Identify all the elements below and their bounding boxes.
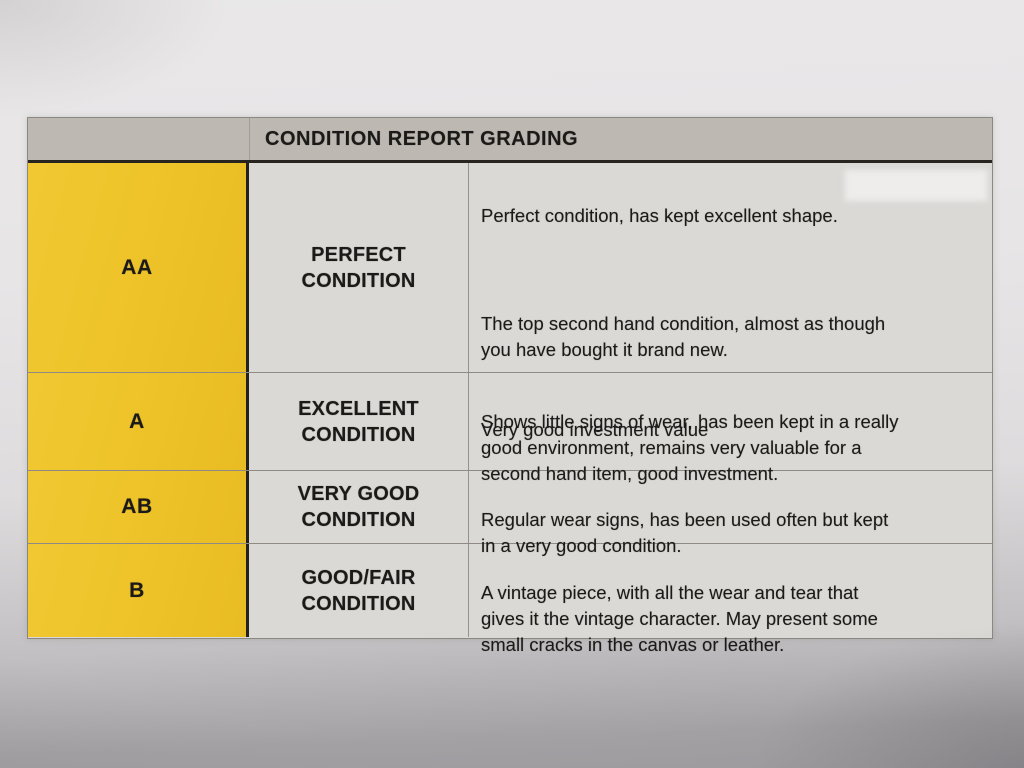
description-paragraph: The top second hand condition, almost as… — [481, 313, 886, 360]
table-row-ab: AB VERY GOOD CONDITION Regular wear sign… — [28, 470, 992, 556]
description-cell: Perfect condition, has kept excellent sh… — [469, 163, 992, 440]
description-paragraph: A vintage piece, with all the wear and t… — [481, 582, 878, 655]
table-row-a: A EXCELLENT CONDITION Shows little signs… — [28, 372, 992, 484]
table-row-b: B GOOD/FAIR CONDITION A vintage piece, w… — [28, 543, 992, 655]
condition-label-cell: EXCELLENT CONDITION — [249, 373, 469, 470]
grade-cell: A — [28, 373, 249, 470]
grade-cell: B — [28, 544, 249, 637]
condition-label-line: EXCELLENT — [298, 397, 419, 420]
condition-report-table: CONDITION REPORT GRADING AA PERFECT COND… — [27, 117, 993, 655]
condition-label-line: CONDITION — [301, 592, 416, 615]
grade-cell: AA — [28, 163, 249, 372]
condition-label-line: PERFECT — [311, 243, 406, 266]
table-title: CONDITION REPORT GRADING — [265, 128, 579, 150]
table-header-row: CONDITION REPORT GRADING — [28, 118, 992, 163]
condition-label-line: CONDITION — [301, 269, 416, 292]
condition-label-cell: PERFECT CONDITION — [249, 163, 469, 372]
condition-label-cell: VERY GOOD CONDITION — [249, 471, 469, 543]
description-paragraph: Shows little signs of wear, has been kep… — [481, 411, 899, 484]
description-paragraph: Regular wear signs, has been used often … — [481, 509, 889, 556]
description-cell: Shows little signs of wear, has been kep… — [469, 373, 992, 484]
condition-label-cell: GOOD/FAIR CONDITION — [249, 544, 469, 637]
description-cell: Regular wear signs, has been used often … — [469, 471, 992, 556]
description-paragraph: Very good investment value — [481, 419, 709, 440]
condition-label-line: VERY GOOD — [297, 483, 420, 505]
description-cell: A vintage piece, with all the wear and t… — [469, 544, 992, 655]
condition-label-line: GOOD/FAIR — [301, 566, 416, 589]
grade-cell: AB — [28, 471, 249, 543]
condition-label-line: CONDITION — [301, 509, 416, 531]
condition-label-line: CONDITION — [301, 423, 416, 446]
table-row-aa: AA PERFECT CONDITION Perfect condition, … — [28, 163, 992, 440]
description-paragraph: Perfect condition, has kept excellent sh… — [481, 205, 838, 226]
